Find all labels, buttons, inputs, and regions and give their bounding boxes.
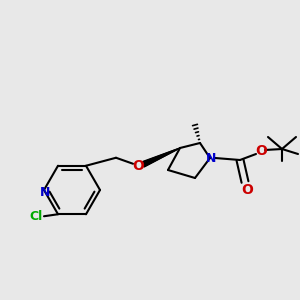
Text: O: O <box>132 159 144 173</box>
Text: Cl: Cl <box>29 210 43 223</box>
Text: O: O <box>241 183 253 197</box>
Text: O: O <box>255 144 267 158</box>
Text: N: N <box>40 185 50 199</box>
Polygon shape <box>143 148 180 166</box>
Text: N: N <box>206 152 216 164</box>
Polygon shape <box>142 148 180 167</box>
